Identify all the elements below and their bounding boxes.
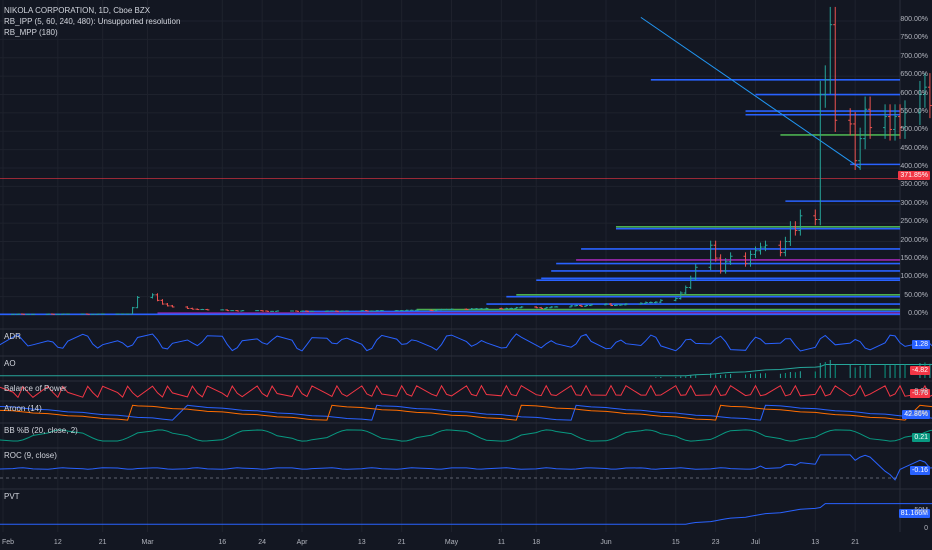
price-axis-tick: 600.00% <box>900 89 928 97</box>
price-axis-tick: 700.00% <box>900 52 928 60</box>
indicator-line <box>0 364 932 377</box>
pane-axis-tick: 50M <box>914 507 928 514</box>
pane-label[interactable]: Balance of Power <box>4 384 67 393</box>
indicator-line <box>0 404 932 421</box>
current-price-tag: 371.85% <box>898 171 930 180</box>
pane-axis-tick: 0.00% <box>908 410 928 417</box>
time-axis-label: Jul <box>751 539 760 546</box>
time-axis-label: 21 <box>98 539 107 546</box>
time-axis-label: Mar <box>141 539 154 546</box>
pane-value-tag: 0.21 <box>912 432 930 442</box>
price-axis-tick: 650.00% <box>900 71 928 79</box>
time-axis-label: 13 <box>811 539 820 546</box>
indicator-ipp-label[interactable]: RB_IPP (5, 60, 240, 480): Unsupported re… <box>4 17 181 26</box>
pane-axis-tick: 0.00 <box>914 388 928 395</box>
indicator-line <box>0 384 932 399</box>
indicator-mpp-label[interactable]: RB_MPP (180) <box>4 28 58 37</box>
price-axis-tick: 150.00% <box>900 254 928 262</box>
pane-label[interactable]: ADR <box>4 332 21 341</box>
pane-value-tag: 81.166M <box>898 509 930 519</box>
pane-value-tag: 42.86% <box>902 410 930 420</box>
price-axis-tick: 500.00% <box>900 126 928 134</box>
pane-label[interactable]: ROC (9, close) <box>4 451 57 460</box>
pane-value-tag: -0.16 <box>910 466 930 476</box>
price-axis-tick: 200.00% <box>900 236 928 244</box>
time-axis-label: 21 <box>397 539 406 546</box>
time-axis-label: 23 <box>711 539 720 546</box>
time-axis-label: Feb <box>1 539 15 546</box>
time-axis-label: 11 <box>497 539 505 546</box>
price-axis-tick: 450.00% <box>900 144 928 152</box>
price-axis-tick: 250.00% <box>900 218 928 226</box>
pane-label[interactable]: Aroon (14) <box>4 404 42 413</box>
indicator-line <box>0 503 932 525</box>
pane-value-tag: 1.28 <box>912 339 930 349</box>
pane-label[interactable]: BB %B (20, close, 2) <box>4 426 78 435</box>
time-axis-label: 13 <box>357 539 366 546</box>
indicator-line <box>0 429 932 442</box>
time-axis-label: 24 <box>258 539 267 546</box>
pane-value-tag: -0.76 <box>910 389 930 398</box>
price-axis-tick: 350.00% <box>900 181 928 189</box>
symbol-title: NIKOLA CORPORATION, 1D, Cboe BZX <box>4 6 151 15</box>
time-axis-label: 18 <box>532 539 541 546</box>
pane-axis-tick: 0 <box>924 525 928 532</box>
time-axis-label: 21 <box>851 539 860 546</box>
trendline <box>640 16 861 169</box>
time-axis-label: 12 <box>53 539 62 546</box>
indicator-line <box>0 454 932 481</box>
pane-label[interactable]: AO <box>4 359 16 368</box>
time-axis-label: 15 <box>671 539 680 546</box>
price-axis-tick: 750.00% <box>900 34 928 42</box>
price-axis-tick: 0.00% <box>908 310 928 318</box>
price-axis-tick: 300.00% <box>900 199 928 207</box>
time-axis-label: Apr <box>296 539 308 546</box>
pane-value-tag: -4.82 <box>910 365 930 375</box>
price-axis-tick: 400.00% <box>900 163 928 171</box>
indicator-line <box>0 333 932 352</box>
price-axis-tick: 800.00% <box>900 16 928 24</box>
price-axis-tick: 100.00% <box>900 273 928 281</box>
time-axis-label: 16 <box>218 539 227 546</box>
price-axis-tick: 550.00% <box>900 107 928 115</box>
price-axis-tick: 50.00% <box>904 291 928 299</box>
pane-label[interactable]: PVT <box>4 492 20 501</box>
time-axis-label: Jun <box>600 539 612 546</box>
time-axis-label: May <box>444 539 459 546</box>
